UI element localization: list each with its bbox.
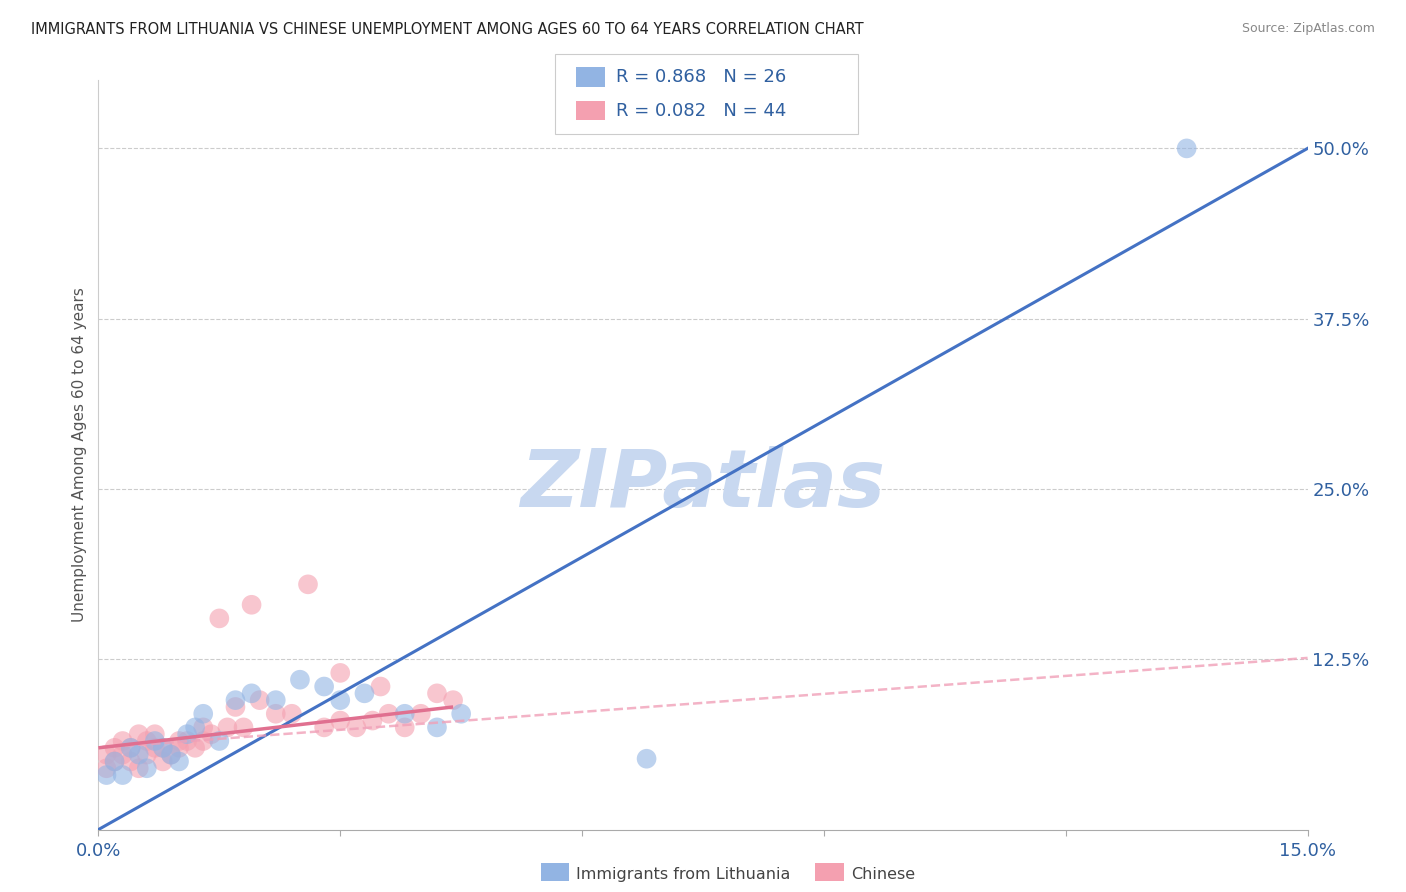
Point <box>128 727 150 741</box>
Point <box>394 706 416 721</box>
Point <box>152 740 174 755</box>
Text: R = 0.868   N = 26: R = 0.868 N = 26 <box>616 68 786 86</box>
Point <box>143 734 166 748</box>
Text: ZIPatlas: ZIPatlas <box>520 446 886 524</box>
Point <box>160 747 183 762</box>
Point <box>111 747 134 762</box>
Point <box>288 673 311 687</box>
Point <box>120 740 142 755</box>
Y-axis label: Unemployment Among Ages 60 to 64 years: Unemployment Among Ages 60 to 64 years <box>72 287 87 623</box>
Point <box>111 768 134 782</box>
Text: Source: ZipAtlas.com: Source: ZipAtlas.com <box>1241 22 1375 36</box>
Point <box>409 706 432 721</box>
Point <box>208 734 231 748</box>
Point <box>240 598 263 612</box>
Point <box>361 714 384 728</box>
Point <box>176 734 198 748</box>
Text: R = 0.082   N = 44: R = 0.082 N = 44 <box>616 102 786 120</box>
Point <box>377 706 399 721</box>
Point <box>344 720 367 734</box>
Point <box>167 734 190 748</box>
Point <box>128 761 150 775</box>
Point <box>184 720 207 734</box>
Point <box>314 720 336 734</box>
Point <box>120 740 142 755</box>
Point <box>281 706 304 721</box>
Text: IMMIGRANTS FROM LITHUANIA VS CHINESE UNEMPLOYMENT AMONG AGES 60 TO 64 YEARS CORR: IMMIGRANTS FROM LITHUANIA VS CHINESE UNE… <box>31 22 863 37</box>
Point <box>103 755 125 769</box>
Point <box>353 686 375 700</box>
Text: Immigrants from Lithuania: Immigrants from Lithuania <box>576 867 790 881</box>
Point <box>208 611 231 625</box>
Point <box>450 706 472 721</box>
Point <box>370 680 392 694</box>
Point <box>135 747 157 762</box>
Point <box>426 720 449 734</box>
Point <box>184 740 207 755</box>
Point <box>232 720 254 734</box>
Point <box>329 714 352 728</box>
Point <box>264 706 287 721</box>
Point <box>441 693 464 707</box>
Point <box>329 693 352 707</box>
Point <box>96 747 118 762</box>
Point <box>143 727 166 741</box>
Point <box>167 755 190 769</box>
Point <box>111 734 134 748</box>
Point <box>193 734 215 748</box>
Point <box>636 752 658 766</box>
Point <box>103 755 125 769</box>
Text: Chinese: Chinese <box>851 867 915 881</box>
Point <box>394 720 416 734</box>
Point <box>167 740 190 755</box>
Point <box>249 693 271 707</box>
Point <box>143 740 166 755</box>
Point <box>193 720 215 734</box>
Point <box>96 768 118 782</box>
Point <box>160 747 183 762</box>
Point <box>176 727 198 741</box>
Point <box>96 761 118 775</box>
Point <box>103 740 125 755</box>
Point <box>240 686 263 700</box>
Point <box>135 761 157 775</box>
Point <box>224 700 246 714</box>
Point <box>152 755 174 769</box>
Point <box>297 577 319 591</box>
Point <box>264 693 287 707</box>
Point <box>314 680 336 694</box>
Point <box>135 734 157 748</box>
Point <box>329 665 352 680</box>
Point <box>224 693 246 707</box>
Point <box>128 747 150 762</box>
Point <box>1175 141 1198 155</box>
Point <box>193 706 215 721</box>
Point <box>217 720 239 734</box>
Point <box>200 727 222 741</box>
Point <box>426 686 449 700</box>
Point <box>120 755 142 769</box>
Point <box>152 740 174 755</box>
